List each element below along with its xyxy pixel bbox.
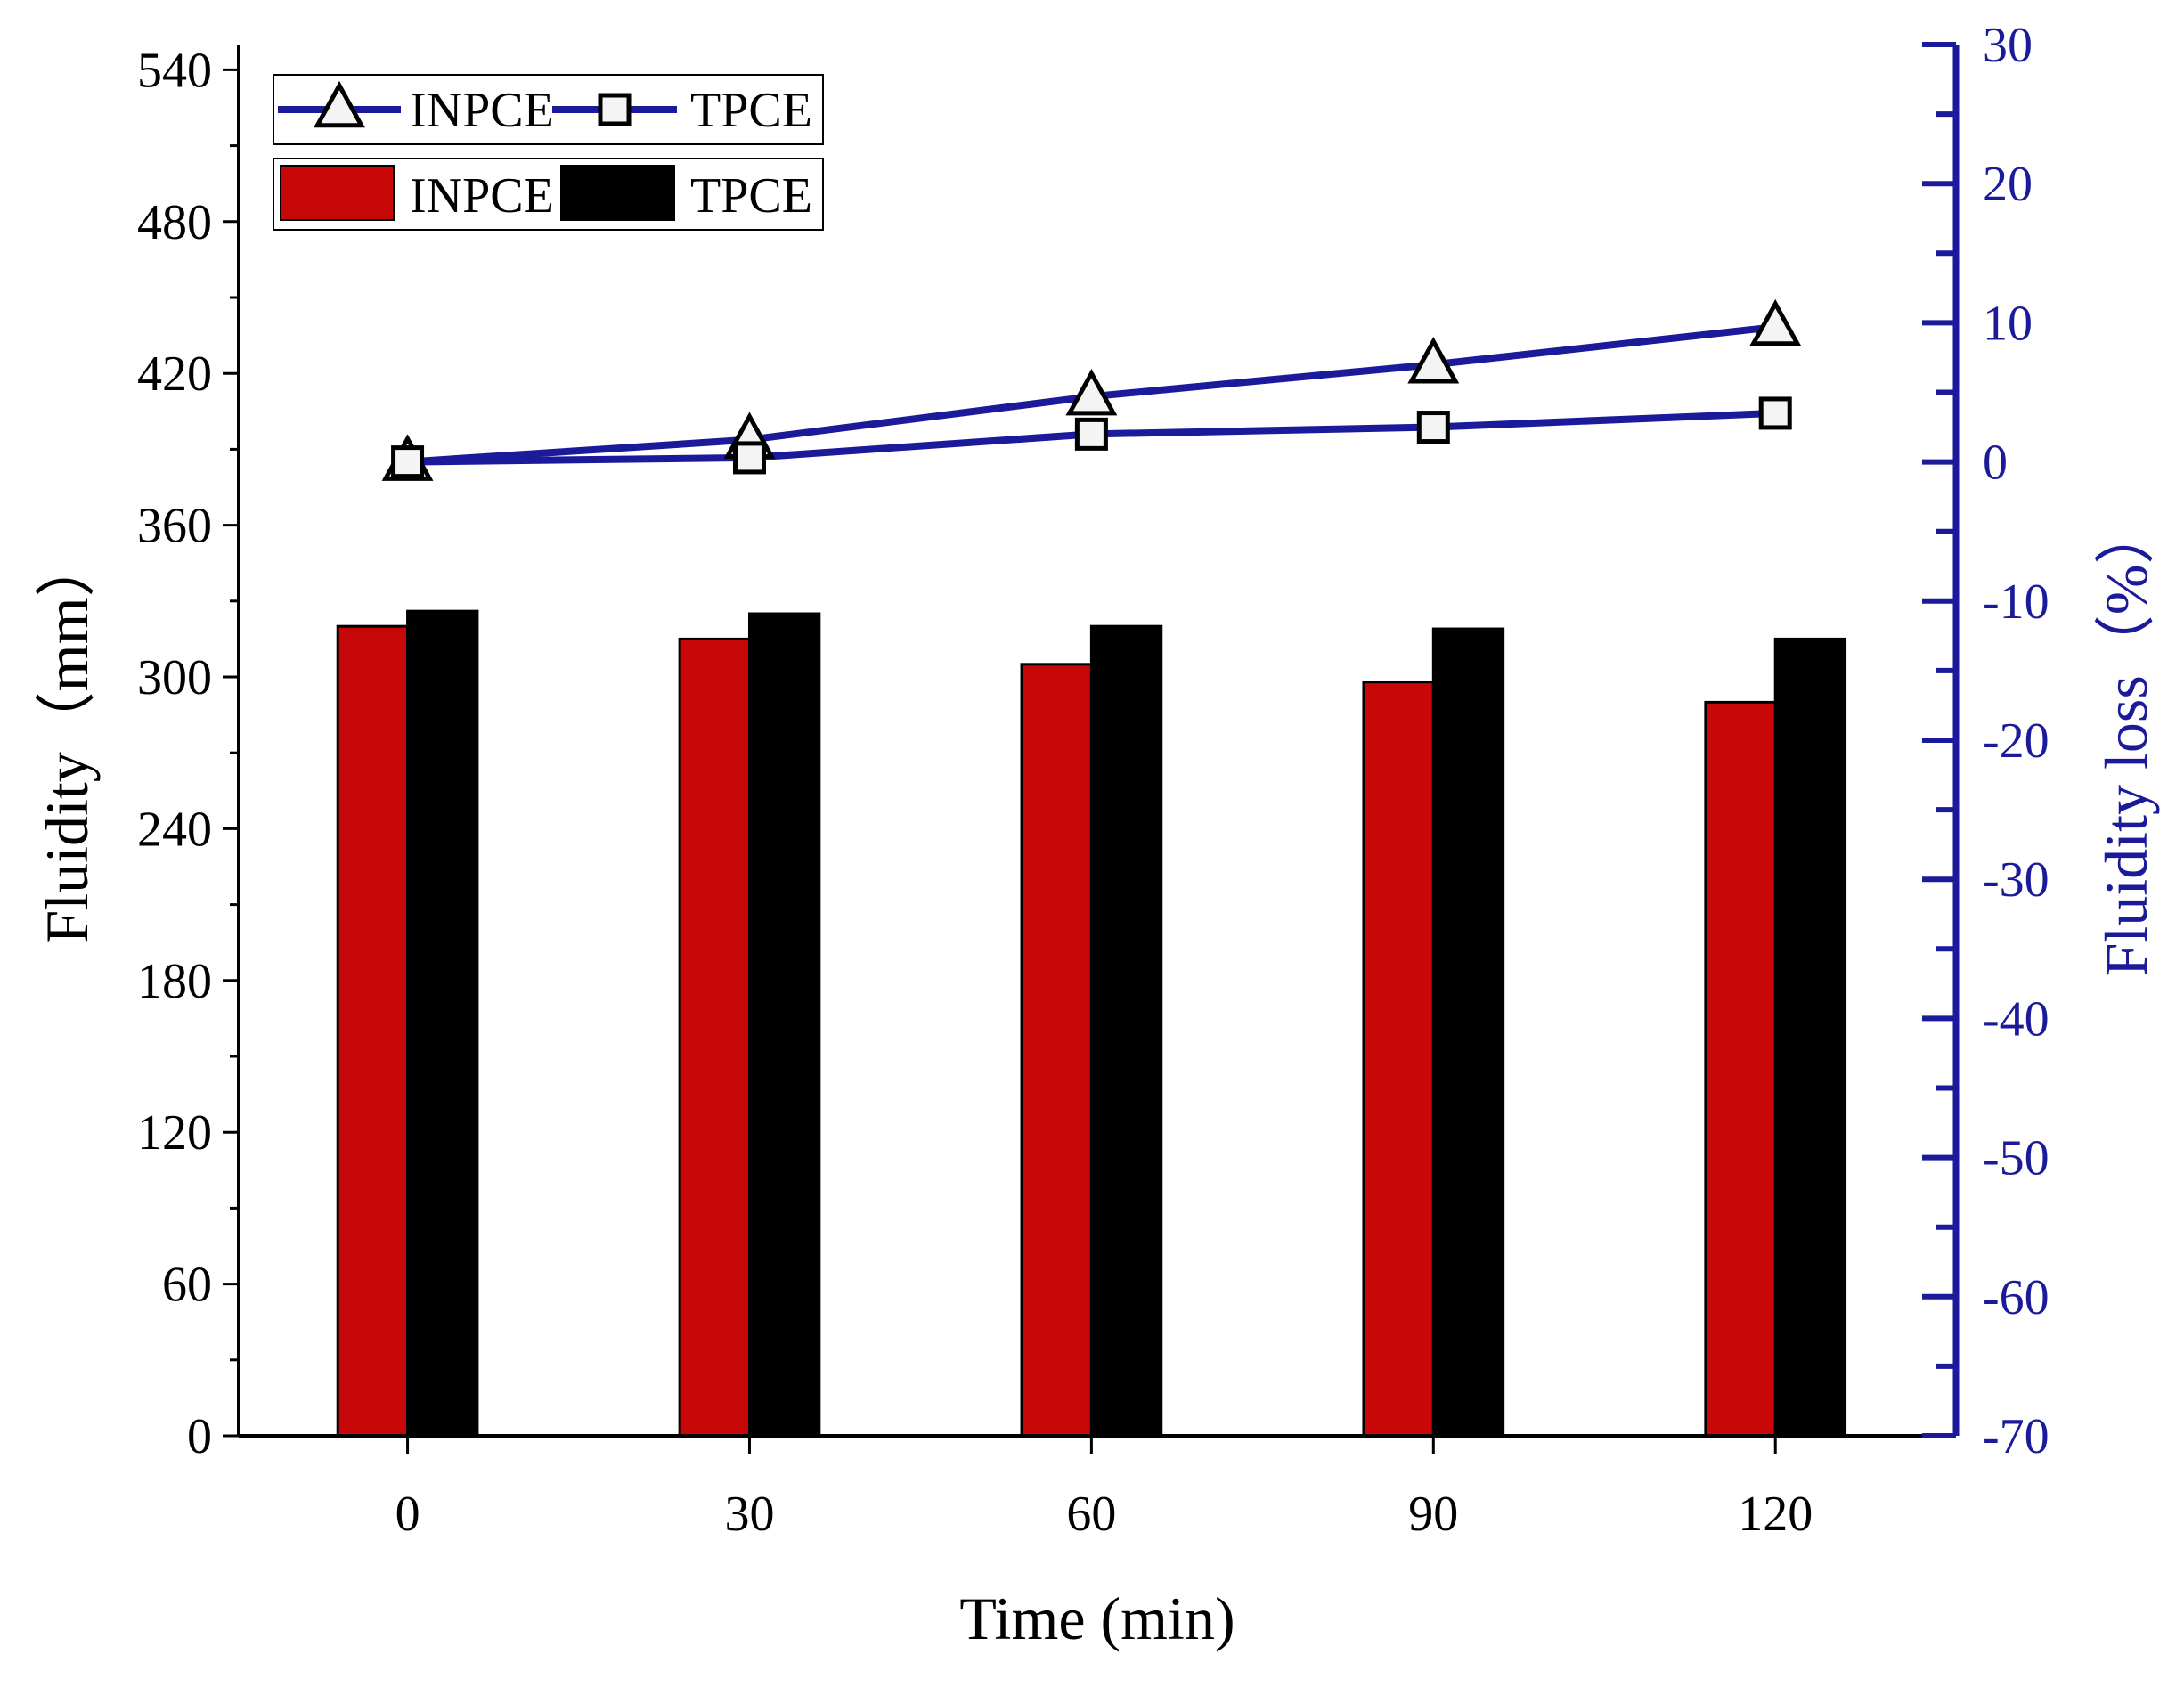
y2-axis-title: Fluidity loss（%） [2092,504,2160,977]
y-tick-label: 420 [137,346,212,402]
marker-tpce-60 [1074,417,1108,451]
marker-tpce-0 [391,445,425,479]
y-tick-label: 360 [137,499,212,554]
y-tick-label: 540 [137,43,212,98]
x-tick-label: 0 [395,1487,420,1542]
legend-swatch-tpce [560,165,675,221]
bar-tpce-90 [1431,627,1505,1438]
y2-tick-label: -10 [1983,575,2050,630]
y2-tick-label: -50 [1983,1131,2050,1186]
bar-inpce-0 [336,624,410,1438]
y2-tick-label: -70 [1983,1409,2050,1464]
line-layer [381,298,1802,481]
y-tick-label: 480 [137,195,212,250]
marker-tpce-30 [732,441,766,475]
bar-tpce-30 [747,612,821,1438]
marker-inpce-90 [1407,337,1460,384]
legend-label-bar-tpce: TPCE [690,168,812,224]
y2-tick-label: -40 [1983,991,2050,1047]
bar-tpce-0 [406,609,479,1438]
axes-layer: 060120180240300360420480540-70-60-50-40-… [137,18,2050,1542]
y-tick-label: 300 [137,650,212,705]
legend-label-bar-inpce: INPCE [410,168,554,224]
y2-tick-label: 30 [1983,18,2033,73]
bar-inpce-120 [1704,700,1777,1438]
bar-inpce-60 [1020,663,1093,1438]
y-tick-label: 60 [162,1258,212,1313]
legend-label-line-inpce: INPCE [410,83,554,138]
marker-tpce-120 [1758,396,1792,430]
x-axis-title: Time (min) [959,1585,1235,1652]
y-tick-label: 0 [187,1409,212,1464]
y-tick-label: 120 [137,1105,212,1161]
x-tick-label: 120 [1738,1487,1813,1542]
x-tick-label: 90 [1408,1487,1458,1542]
y2-tick-label: -30 [1983,852,2050,908]
legend: INPCE TPCE INPCE TPCE [273,74,824,231]
bar-layer [336,609,1847,1438]
marker-inpce-120 [1749,298,1802,346]
x-tick-label: 60 [1066,1487,1116,1542]
bar-tpce-60 [1089,624,1163,1438]
bar-inpce-90 [1362,681,1435,1438]
marker-tpce-90 [1416,411,1450,444]
bar-inpce-30 [678,637,751,1438]
y-tick-label: 240 [137,802,212,857]
y-tick-label: 180 [137,954,212,1009]
marker-inpce-60 [1065,369,1118,416]
legend-marker-tpce [598,93,632,126]
x-tick-label: 30 [724,1487,774,1542]
legend-swatch-inpce [280,165,395,221]
y2-tick-label: 20 [1983,157,2033,212]
y2-tick-label: 0 [1983,436,2008,491]
bar-tpce-120 [1773,637,1847,1438]
y2-tick-label: 10 [1983,296,2033,351]
y2-tick-label: -60 [1983,1270,2050,1325]
legend-marker-inpce [314,80,365,128]
legend-label-line-tpce: TPCE [690,83,812,138]
y-axis-title: Fluidity（mm） [33,536,101,943]
y2-tick-label: -20 [1983,713,2050,769]
